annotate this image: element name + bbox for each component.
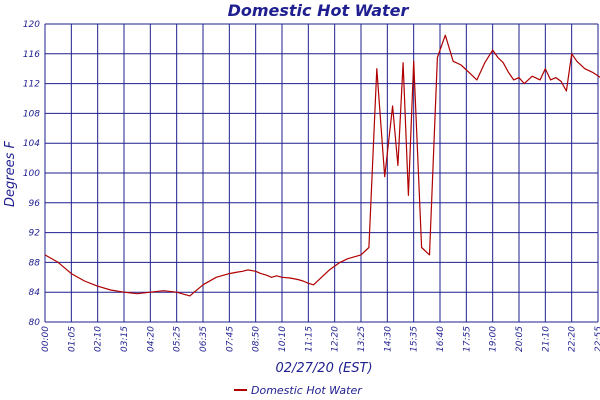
x-tick-label: 04:20 xyxy=(146,326,156,352)
x-tick-label: 08:50 xyxy=(252,326,262,352)
chart-title: Domestic Hot Water xyxy=(228,1,410,20)
y-tick-label: 84 xyxy=(29,288,41,298)
x-tick-label: 22:20 xyxy=(568,326,578,352)
x-tick-label: 03:15 xyxy=(120,326,130,352)
y-tick-label: 100 xyxy=(23,169,40,179)
y-tick-label: 104 xyxy=(23,139,40,149)
grid xyxy=(44,23,599,323)
x-tick-label: 15:35 xyxy=(410,326,420,352)
series-line xyxy=(44,34,600,297)
x-tick-label: 02:10 xyxy=(94,326,104,352)
y-tick-label: 96 xyxy=(29,199,41,209)
x-tick-label: 01:05 xyxy=(67,326,77,352)
tick-labels: 80 84 88 92 96 100 104 108 112 116 120 00:00 01:05 02… xyxy=(23,20,600,352)
x-tick-label: 14:30 xyxy=(383,326,393,352)
x-tick-label: 21:10 xyxy=(541,326,551,352)
y-tick-label: 120 xyxy=(23,20,40,30)
x-tick-label: 22:55 xyxy=(594,326,600,352)
legend: Domestic Hot Water xyxy=(234,384,363,397)
x-tick-label: 06:35 xyxy=(199,326,209,352)
y-axis-title: Degrees F xyxy=(3,140,18,207)
x-tick-label: 19:00 xyxy=(489,326,499,352)
x-tick-label: 16:40 xyxy=(436,326,446,352)
legend-label: Domestic Hot Water xyxy=(251,384,363,397)
y-tick-label: 80 xyxy=(29,318,41,328)
x-tick-label: 11:15 xyxy=(304,326,314,352)
x-axis-title: 02/27/20 (EST) xyxy=(275,361,372,376)
x-tick-label: 10:10 xyxy=(278,326,288,352)
y-tick-label: 108 xyxy=(23,109,40,119)
x-tick-label: 05:25 xyxy=(173,326,183,352)
x-tick-label: 00:00 xyxy=(41,326,51,352)
y-tick-label: 88 xyxy=(29,258,41,268)
y-tick-label: 92 xyxy=(29,229,41,239)
y-tick-label: 112 xyxy=(23,80,40,90)
x-tick-label: 12:20 xyxy=(331,326,341,352)
y-tick-label: 116 xyxy=(23,50,40,60)
x-tick-label: 07:45 xyxy=(225,326,235,352)
x-tick-label: 13:25 xyxy=(357,326,367,352)
x-tick-label: 17:55 xyxy=(462,326,472,352)
x-tick-label: 20:05 xyxy=(515,326,525,352)
